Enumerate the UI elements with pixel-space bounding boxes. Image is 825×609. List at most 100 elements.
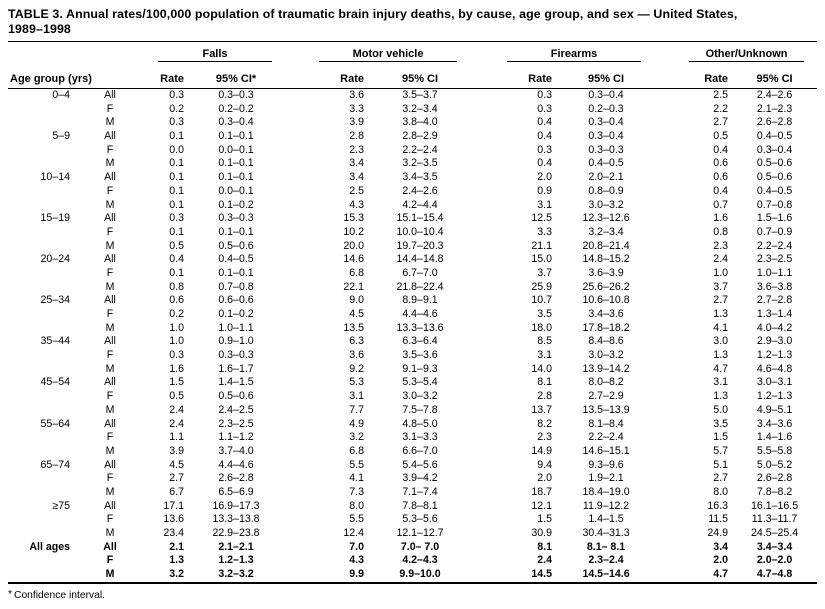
table-row: M 1.6 1.6–1.7 9.2 9.1–9.3 14.0 13.9–14.2 4.7 4.6… xyxy=(8,363,817,377)
falls-ci-cell: 0.1–0.1 xyxy=(218,130,254,143)
table-row: M 0.5 0.5–0.6 20.0 19.7–20.3 21.1 20.8–21.4 2.3… xyxy=(8,240,817,254)
firearms-ci-cell: 2.0–2.1 xyxy=(588,171,624,184)
firearms-ci-cell: 11.9–12.2 xyxy=(582,499,630,512)
column-gap xyxy=(656,335,676,349)
age-cell: 5–9 xyxy=(52,130,70,143)
column-gap xyxy=(472,486,492,500)
motor-vehicle-rate-cell: 3.6 xyxy=(349,349,365,362)
other-unknown-ci-cell: 0.5–0.6 xyxy=(756,157,793,170)
age-cell xyxy=(8,322,74,336)
sex-cell: M xyxy=(105,198,115,211)
column-gap xyxy=(472,171,492,185)
data-table: Falls Motor vehicle Firearms Other/Unkno… xyxy=(8,41,818,584)
table-row: F 0.1 0.0–0.1 2.5 2.4–2.6 0.9 0.8–0.9 0.4 0.4–0.… xyxy=(8,185,817,199)
other-unknown-rate-cell: 1.3 xyxy=(713,349,729,362)
sex-cell: F xyxy=(106,102,114,115)
motor-vehicle-ci-cell: 2.2–2.4 xyxy=(402,143,438,156)
column-gap xyxy=(284,171,304,185)
other-unknown-rate-cell: 2.2 xyxy=(713,102,729,115)
falls-ci-cell: 6.5–6.9 xyxy=(218,485,254,498)
age-cell xyxy=(8,240,74,254)
column-gap xyxy=(284,500,304,514)
firearms-rate-cell: 3.1 xyxy=(537,349,553,362)
column-gap xyxy=(284,89,304,103)
other-unknown-rate-cell: 24.9 xyxy=(707,527,729,539)
other-unknown-rate-cell: 2.3 xyxy=(713,239,729,252)
column-gap xyxy=(284,267,304,281)
falls-rate-cell: 0.1 xyxy=(169,130,184,143)
falls-rate-cell: 0.4 xyxy=(169,253,184,266)
firearms-rate-cell: 2.3 xyxy=(537,431,553,444)
firearms-ci-cell: 13.9–14.2 xyxy=(582,362,630,375)
sex-cell: All xyxy=(104,130,116,143)
column-gap xyxy=(284,363,304,377)
column-gap xyxy=(656,500,676,514)
age-cell xyxy=(8,349,74,363)
sex-cell: F xyxy=(106,308,114,320)
column-gap xyxy=(284,226,304,240)
falls-rate-cell: 0.3 xyxy=(169,349,184,362)
firearms-rate-cell: 14.9 xyxy=(531,444,553,457)
firearms-rate-cell: 18.0 xyxy=(531,321,553,334)
sex-cell: All xyxy=(104,89,116,101)
column-gap xyxy=(656,554,676,568)
table-row: F 0.1 0.1–0.1 6.8 6.7–7.0 3.7 3.6–3.9 1.0 1.0–1.… xyxy=(8,267,817,281)
falls-ci-cell: 0.9–1.0 xyxy=(218,335,254,348)
age-cell xyxy=(8,568,74,584)
column-gap xyxy=(284,431,304,445)
column-gap xyxy=(656,253,676,267)
column-gap xyxy=(284,404,304,418)
sex-cell: M xyxy=(105,116,115,129)
motor-vehicle-rate-cell: 4.3 xyxy=(349,554,365,567)
age-cell xyxy=(8,157,74,171)
other-unknown-ci-cell: 5.0–5.2 xyxy=(756,458,793,471)
age-cell: 55–64 xyxy=(40,417,70,430)
table-row: ≥75 All 17.1 16.9–17.3 8.0 7.8–8.1 12.1 11.9–12… xyxy=(8,500,817,514)
falls-ci-cell: 0.3–0.3 xyxy=(218,212,254,225)
falls-ci-cell: 1.4–1.5 xyxy=(218,376,254,389)
firearms-ci-cell: 25.6–26.2 xyxy=(582,280,630,293)
table-row: M 2.4 2.4–2.5 7.7 7.5–7.8 13.7 13.5–13.9 5.0 4.9… xyxy=(8,404,817,418)
firearms-rate-cell: 0.4 xyxy=(537,130,553,143)
column-gap xyxy=(472,226,492,240)
other-unknown-ci-cell: 2.6–2.8 xyxy=(756,116,793,129)
firearms-ci-cell: 0.3–0.4 xyxy=(588,89,624,101)
column-gap xyxy=(656,62,677,89)
other-unknown-ci-cell: 1.2–1.3 xyxy=(756,349,793,362)
table-row: 15–19 All 0.3 0.3–0.3 15.3 15.1–15.4 12.5 12.3–… xyxy=(8,212,817,226)
column-gap xyxy=(656,376,676,390)
footnote-marker: * xyxy=(8,588,13,600)
motor-vehicle-ci-cell: 3.5–3.6 xyxy=(402,349,438,362)
other-unknown-ci-cell: 2.9–3.0 xyxy=(756,335,793,348)
column-gap xyxy=(656,240,676,254)
firearms-rate-cell: 0.3 xyxy=(537,143,553,156)
falls-ci-cell: 1.0–1.1 xyxy=(218,321,254,334)
firearms-ci-cell: 3.0–3.2 xyxy=(588,198,624,211)
other-unknown-ci-cell: 2.1–2.3 xyxy=(756,102,793,115)
falls-ci-cell: 0.3–0.4 xyxy=(218,116,254,129)
table-row: All ages All 2.1 2.1–2.1 7.0 7.0– 7.0 8.1 8.1– … xyxy=(8,541,817,555)
falls-rate-cell: 23.4 xyxy=(163,527,184,539)
other-unknown-ci-cell: 0.4–0.5 xyxy=(756,130,793,143)
sex-cell: F xyxy=(106,472,114,485)
sex-cell: All xyxy=(104,253,116,266)
table-row: F 0.0 0.0–0.1 2.3 2.2–2.4 0.3 0.3–0.3 0.4 0.3–0.… xyxy=(8,144,817,158)
other-unknown-ci-cell: 3.0–3.1 xyxy=(756,376,793,389)
column-gap xyxy=(656,103,676,117)
motor-vehicle-ci-cell: 14.4–14.8 xyxy=(396,253,444,266)
other-unknown-rate-cell: 5.7 xyxy=(713,444,729,457)
firearms-rate-cell: 30.9 xyxy=(531,527,553,539)
falls-rate-cell: 2.7 xyxy=(169,472,184,485)
other-unknown-ci-cell: 11.3–11.7 xyxy=(751,513,798,526)
other-unknown-rate-cell: 4.7 xyxy=(676,568,733,584)
other-unknown-rate-cell: 1.0 xyxy=(713,266,729,279)
other-unknown-ci-cell: 2.7–2.8 xyxy=(756,294,793,307)
motor-vehicle-rate-cell: 3.4 xyxy=(349,157,365,170)
column-gap xyxy=(472,294,492,308)
age-cell: 0–4 xyxy=(52,89,70,101)
column-gap xyxy=(656,527,676,541)
firearms-ci-cell: 10.6–10.8 xyxy=(582,294,630,307)
column-group-motor-vehicle: Motor vehicle xyxy=(304,41,473,62)
table-row: M 3.9 3.7–4.0 6.8 6.6–7.0 14.9 14.6–15.1 5.7 5.5… xyxy=(8,445,817,459)
falls-rate-cell: 1.1 xyxy=(169,431,184,444)
